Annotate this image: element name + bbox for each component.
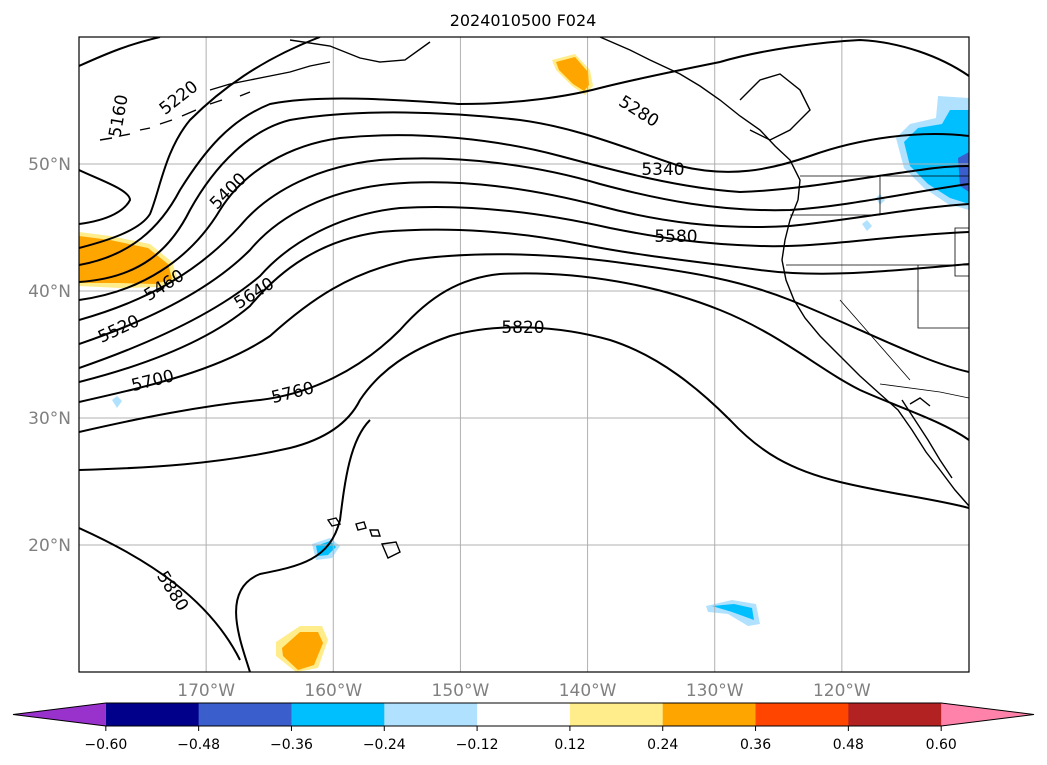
colorbar-tick-label: 0.48	[833, 737, 864, 753]
longitude-label: 160°W	[304, 681, 362, 701]
contour-5880	[79, 419, 371, 672]
colorbar-tick-label: −0.48	[177, 737, 220, 753]
colorbar-segment	[941, 703, 1034, 726]
negative-anomaly-southeast-core	[712, 604, 754, 620]
colorbar-segment	[198, 703, 292, 726]
latitude-labels: 50°N 40°N 30°N 20°N	[28, 155, 71, 556]
contour-5280	[79, 38, 969, 266]
north-america-west-coast	[781, 199, 969, 507]
colorbar-tick-label: 0.24	[647, 737, 678, 753]
colorbar-tick-label: 0.60	[926, 737, 957, 753]
contour-5580	[79, 206, 969, 369]
contour-label: 5820	[501, 318, 544, 338]
longitude-label: 140°W	[559, 681, 617, 701]
canada-coast	[739, 73, 811, 141]
colorbar-segment	[105, 703, 200, 726]
small-negative-spot-3	[876, 194, 885, 205]
alaska-coast	[209, 37, 801, 201]
colorbar-segment	[569, 703, 664, 726]
longitude-labels: 170°W 160°W 150°W 140°W 130°W 120°W	[177, 681, 871, 701]
state-borders	[786, 176, 969, 381]
map-title: 2024010500 F024	[450, 11, 597, 30]
colorbar-tick-label: 0.12	[554, 737, 585, 753]
colorbar-tick-label: −0.60	[84, 737, 127, 753]
colorbar-segment	[848, 703, 942, 726]
contour-label: 5340	[641, 160, 684, 180]
colorbar-segment	[291, 703, 385, 726]
colorbar	[12, 702, 1035, 731]
contour-5220	[79, 37, 321, 249]
positive-anomaly-west-core	[79, 236, 172, 284]
colorbar-tick-label: −0.12	[456, 737, 499, 753]
map-background	[79, 37, 969, 672]
contour-5400	[79, 134, 969, 301]
contour-5520	[79, 181, 969, 345]
contour-label: 5580	[654, 227, 697, 247]
mexico-border	[879, 383, 969, 399]
contour-5160	[79, 37, 161, 225]
positive-anomaly-south-core	[282, 632, 323, 670]
colorbar-tick-labels: −0.60 −0.48 −0.36 −0.24 −0.12 0.12 0.24 0.36 0.4…	[84, 737, 956, 753]
hawaii-islands	[326, 517, 401, 559]
height-contours	[79, 37, 969, 672]
longitude-label: 170°W	[177, 681, 235, 701]
contour-5340	[79, 111, 969, 283]
contour-5700	[79, 253, 969, 403]
longitude-label: 130°W	[686, 681, 744, 701]
latitude-label: 30°N	[28, 409, 71, 429]
colorbar-segment	[662, 703, 757, 726]
small-negative-spot-1	[112, 396, 122, 408]
colorbar-segment	[13, 703, 106, 726]
aleutian-islands	[99, 91, 251, 141]
contour-5460	[79, 157, 969, 321]
contour-5820	[79, 326, 969, 509]
colorbar-segment	[477, 703, 571, 726]
longitude-label: 150°W	[432, 681, 490, 701]
map-panel: 5160 5220 5280 5340 5400 5460 5520 5580 …	[78, 36, 970, 673]
colorbar-segment	[755, 703, 849, 726]
contour-5760	[79, 272, 969, 441]
colorbar-tick-label: −0.24	[363, 737, 406, 753]
gridlines	[79, 37, 969, 672]
latitude-label: 50°N	[28, 155, 71, 175]
colorbar-segment	[384, 703, 478, 726]
latitude-label: 20°N	[28, 536, 71, 556]
negative-anomaly-northeast-max	[958, 152, 969, 192]
colorbar-tick-label: −0.36	[270, 737, 313, 753]
latitude-label: 40°N	[28, 282, 71, 302]
baja-california	[901, 397, 953, 479]
coastlines	[99, 37, 969, 559]
contour-5640	[79, 228, 969, 383]
small-negative-spot-2	[862, 220, 872, 231]
positive-anomaly-alaska-core	[556, 57, 589, 91]
longitude-label: 120°W	[813, 681, 871, 701]
map-frame	[78, 36, 970, 673]
colorbar-tick-label: 0.36	[740, 737, 771, 753]
